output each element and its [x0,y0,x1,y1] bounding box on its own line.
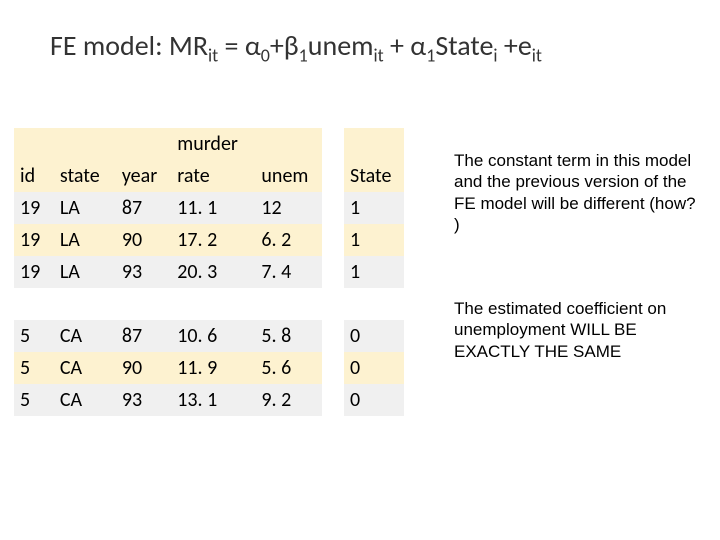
slide-title: FE model: MRit = α0+β1unemit + α1Statei … [50,28,690,67]
table-gap-row [14,288,426,320]
cell-mr: 11. 1 [171,192,255,224]
col-header-state: state [54,160,116,192]
cell-statedummy: 1 [344,192,404,224]
cell-unem: 7. 4 [255,256,321,288]
cell-unem: 6. 2 [255,224,321,256]
cell-unem: 5. 8 [255,320,321,352]
title-segment: State [435,28,493,63]
cell-statedummy: 1 [344,256,404,288]
cell-year: 90 [116,224,171,256]
cell-mr: 10. 6 [171,320,255,352]
table-header-row-2: id state year rate unem State [14,160,426,192]
title-sub: it [532,45,542,67]
title-segment: +β [270,28,299,63]
cell-mr: 20. 3 [171,256,255,288]
cell-id: 5 [14,384,54,416]
cell-id: 5 [14,320,54,352]
cell-id: 19 [14,192,54,224]
table-row: 5 CA 90 11. 9 5. 6 0 [14,352,426,384]
cell-statedummy: 0 [344,384,404,416]
cell-id: 19 [14,224,54,256]
cell-state: CA [54,384,116,416]
table-header-row-1: murder [14,128,426,160]
cell-year: 93 [116,384,171,416]
col-header-year: year [116,160,171,192]
cell-state: CA [54,352,116,384]
cell-id: 5 [14,352,54,384]
title-segment: unem [308,28,374,63]
table-row: 19 LA 93 20. 3 7. 4 1 [14,256,426,288]
cell-mr: 11. 9 [171,352,255,384]
table-row: 5 CA 87 10. 6 5. 8 0 [14,320,426,352]
cell-mr: 13. 1 [171,384,255,416]
cell-unem: 9. 2 [255,384,321,416]
cell-statedummy: 0 [344,352,404,384]
cell-year: 93 [116,256,171,288]
title-sub: it [374,45,384,67]
cell-state: CA [54,320,116,352]
cell-id: 19 [14,256,54,288]
col-header-murder-top: murder [171,128,255,160]
data-table-container: murder id state year rate unem State 19 … [14,128,426,416]
cell-statedummy: 1 [344,224,404,256]
table-row: 5 CA 93 13. 1 9. 2 0 [14,384,426,416]
cell-state: LA [54,256,116,288]
col-header-statedummy: State [344,160,404,192]
cell-statedummy: 0 [344,320,404,352]
title-sub: it [208,45,218,67]
paragraph-1: The constant term in this model and the … [454,150,700,235]
data-table: murder id state year rate unem State 19 … [14,128,426,416]
title-segment: +e [498,28,532,63]
title-sub: 0 [261,45,270,67]
title-sub: 1 [426,45,435,67]
paragraph-2: The estimated coefficient on unemploymen… [454,298,700,362]
table-row: 19 LA 87 11. 1 12 1 [14,192,426,224]
table-row: 19 LA 90 17. 2 6. 2 1 [14,224,426,256]
title-segment: FE model: MR [50,28,208,63]
cell-unem: 5. 6 [255,352,321,384]
col-header-unem: unem [255,160,321,192]
cell-year: 90 [116,352,171,384]
title-segment: = α [218,28,261,63]
col-header-murderrate: rate [171,160,255,192]
cell-year: 87 [116,192,171,224]
title-sub: 1 [299,45,308,67]
col-header-id: id [14,160,54,192]
cell-mr: 17. 2 [171,224,255,256]
cell-unem: 12 [255,192,321,224]
cell-year: 87 [116,320,171,352]
title-segment: + α [384,28,427,63]
cell-state: LA [54,192,116,224]
cell-state: LA [54,224,116,256]
